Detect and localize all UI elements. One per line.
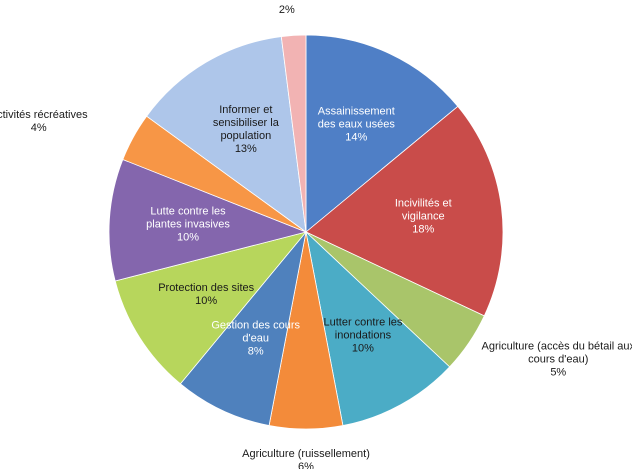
- value-label: 5%: [550, 366, 567, 379]
- value-label: 8%: [247, 345, 264, 358]
- slice-label: Agriculture (accès du bétail aux cours d…: [473, 341, 632, 380]
- value-label: 2%: [278, 3, 295, 16]
- pie-slice: [114, 231, 308, 385]
- category-label: Gestion des cours d'eau: [211, 319, 300, 345]
- pie-slice: [146, 36, 307, 233]
- pie-slice: [280, 34, 307, 233]
- slice-label: Assainissement des eaux usées 14%: [308, 106, 404, 145]
- value-label: 10%: [351, 342, 374, 355]
- slice-label: Protection des sites 10%: [158, 282, 254, 308]
- pie-slice: [305, 105, 504, 317]
- slice-label: Agriculture (ruissellement) 6%: [221, 448, 391, 469]
- slice-label: Autres2%: [202, 0, 372, 17]
- pie-slice: [108, 158, 308, 282]
- category-label: Informer et sensibiliser la population: [212, 104, 279, 143]
- value-label: 10%: [195, 295, 218, 308]
- pie-slice: [305, 34, 459, 233]
- category-label: Autres: [202, 0, 372, 4]
- category-label: Protection des sites: [158, 282, 255, 295]
- value-label: 18%: [412, 223, 435, 236]
- category-label: Activités récréatives: [0, 108, 88, 121]
- value-label: 6%: [298, 460, 314, 469]
- category-label: Lutter contre les inondations: [323, 316, 403, 342]
- category-label: Agriculture (accès du bétail aux cours d…: [481, 340, 632, 366]
- slice-label: Lutte contre les plantes invasives 10%: [140, 205, 236, 244]
- value-label: 4%: [30, 121, 47, 134]
- value-label: 14%: [345, 131, 368, 144]
- category-label: Agriculture (ruissellement): [242, 447, 370, 460]
- value-label: 13%: [234, 143, 257, 156]
- slice-label: Lutter contre les inondations 10%: [315, 316, 411, 355]
- category-label: Lutte contre les plantes invasives: [146, 205, 230, 231]
- slice-label: Informer et sensibiliser la population 13…: [198, 104, 294, 156]
- category-label: Assainissement des eaux usées: [317, 105, 395, 131]
- value-label: 10%: [177, 231, 200, 244]
- slice-label: Gestion des cours d'eau 8%: [208, 319, 304, 358]
- category-label: Incivilités et vigilance: [394, 197, 452, 223]
- slice-label: Incivilités et vigilance 18%: [375, 198, 471, 237]
- pie-slice: [305, 230, 451, 426]
- pie-slice: [179, 231, 307, 426]
